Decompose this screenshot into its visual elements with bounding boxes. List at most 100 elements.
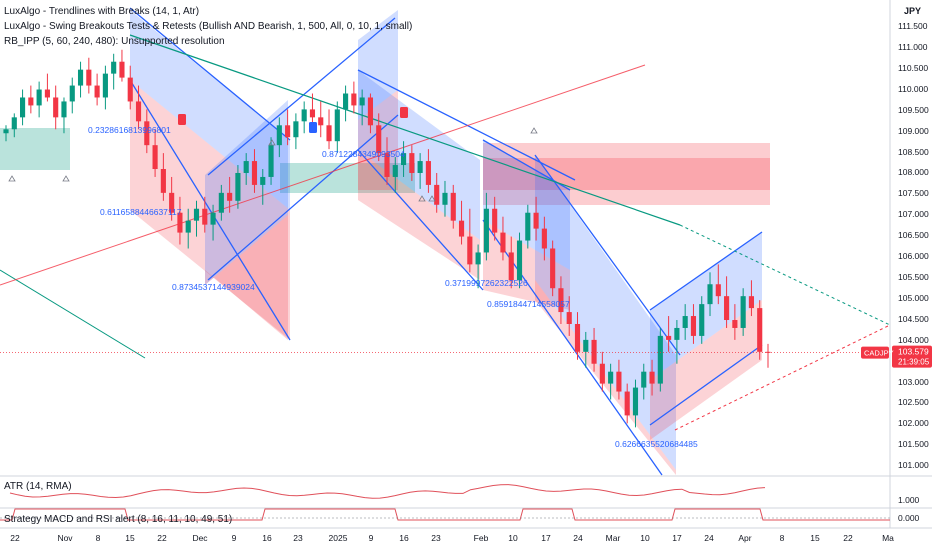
atr-tick-label: 1.000: [898, 495, 920, 505]
candle-body: [425, 161, 431, 185]
candle-body: [351, 93, 357, 106]
candle-body: [450, 192, 456, 221]
time-tick-label: 23: [431, 533, 441, 543]
candle-body: [44, 89, 50, 98]
price-tick-label: 111.000: [898, 42, 928, 52]
candle-body: [36, 89, 42, 106]
candle-body: [525, 212, 531, 241]
candle-body: [326, 125, 332, 142]
candle-body: [591, 339, 597, 364]
candle-body: [740, 296, 746, 328]
candle-body: [624, 391, 630, 416]
candle-body: [508, 252, 514, 281]
price-tick-label: 101.500: [898, 439, 929, 449]
candle-body: [276, 125, 282, 146]
price-tick-label: 109.500: [898, 105, 929, 115]
legend-swing-breakouts[interactable]: LuxAlgo - Swing Breakouts Tests & Retest…: [4, 21, 413, 32]
candle-body: [111, 61, 117, 74]
candle-body: [268, 145, 274, 177]
breakout-marker: [309, 122, 317, 133]
candle-body: [566, 312, 572, 324]
strategy-signal-line: [0, 508, 890, 521]
legend-rb-ipp[interactable]: RB_IPP (5, 60, 240, 480): Unsupported re…: [4, 36, 225, 47]
candle-body: [483, 208, 489, 253]
candle-body: [69, 85, 75, 102]
last-price-value: 103.579: [898, 347, 929, 357]
candle-body: [724, 296, 730, 321]
channel-line-10: [649, 344, 763, 426]
channel-value-label: 0.8734537144939024: [172, 282, 255, 292]
swing-marker: [8, 175, 16, 182]
price-tick-label: 110.000: [898, 84, 928, 94]
candle-body: [251, 161, 258, 185]
candle-body: [193, 208, 200, 221]
candle-body: [301, 109, 307, 122]
candle-body: [757, 308, 763, 352]
candle-body: [160, 169, 166, 193]
time-tick-label: 24: [573, 533, 583, 543]
channel-line-5: [357, 149, 484, 291]
currency-label: JPY: [904, 6, 921, 16]
candle-body: [243, 161, 249, 173]
channel-value-label: 0.6116588446637117: [100, 207, 182, 217]
channel-line-9: [649, 231, 763, 311]
price-tick-label: 104.000: [898, 335, 929, 345]
legend-trendlines[interactable]: LuxAlgo - Trendlines with Breaks (14, 1,…: [4, 6, 200, 17]
candle-body: [674, 327, 680, 340]
demand-zone: [0, 128, 70, 170]
price-tick-label: 109.000: [898, 126, 929, 136]
time-tick-label: Feb: [474, 533, 489, 543]
candle-body: [135, 101, 142, 122]
candle-body: [11, 117, 17, 130]
symbol-badge: [861, 346, 889, 359]
candle-body: [177, 212, 183, 233]
channel-value-label: 0.6266635520684485: [615, 439, 698, 449]
candle-body: [699, 304, 705, 336]
channel-fill-lower-5: [535, 280, 676, 475]
channel-fill-lower-3: [358, 150, 480, 280]
candle-body: [632, 387, 639, 416]
candle-body: [458, 220, 465, 237]
time-tick-label: 8: [96, 533, 101, 543]
time-tick-label: Mar: [606, 533, 621, 543]
time-tick-label: Dec: [192, 533, 208, 543]
price-tick-label: 106.500: [898, 230, 929, 240]
time-tick-label: 17: [541, 533, 551, 543]
swing-marker: [62, 175, 70, 182]
time-tick-label: 9: [232, 533, 237, 543]
time-tick-label: 2025: [329, 533, 348, 543]
candle-body: [19, 97, 26, 118]
candle-body: [293, 121, 299, 138]
candle-body: [28, 97, 34, 106]
candle-body: [574, 323, 581, 352]
channel-line-3: [207, 114, 399, 281]
channel-fill-1: [205, 100, 288, 285]
candle-body: [583, 339, 589, 352]
strategy-pane-label[interactable]: Strategy MACD and RSI alert (8, 16, 11, …: [4, 514, 233, 525]
candle-body: [608, 371, 614, 384]
time-tick-label: 15: [125, 533, 135, 543]
candle-body: [707, 284, 713, 305]
candle-body: [682, 316, 688, 328]
candle-body: [616, 371, 622, 392]
candle-body: [309, 109, 316, 118]
candle-body: [409, 153, 415, 173]
swing-marker: [418, 195, 426, 202]
candle-body: [442, 192, 448, 205]
trendline-projection: [679, 224, 891, 326]
candle-body: [516, 240, 523, 281]
price-tick-label: 101.000: [898, 460, 929, 470]
candle-body: [732, 320, 738, 328]
candle-body: [285, 125, 291, 138]
channel-line-4: [357, 69, 576, 181]
atr-pane-label[interactable]: ATR (14, RMA): [4, 481, 72, 492]
swing-marker: [530, 127, 538, 134]
candle-body: [467, 236, 473, 265]
channel-fill-0: [130, 10, 290, 210]
trendline-projection: [674, 324, 891, 431]
candle-body: [533, 212, 539, 229]
price-tick-label: 108.500: [898, 147, 929, 157]
